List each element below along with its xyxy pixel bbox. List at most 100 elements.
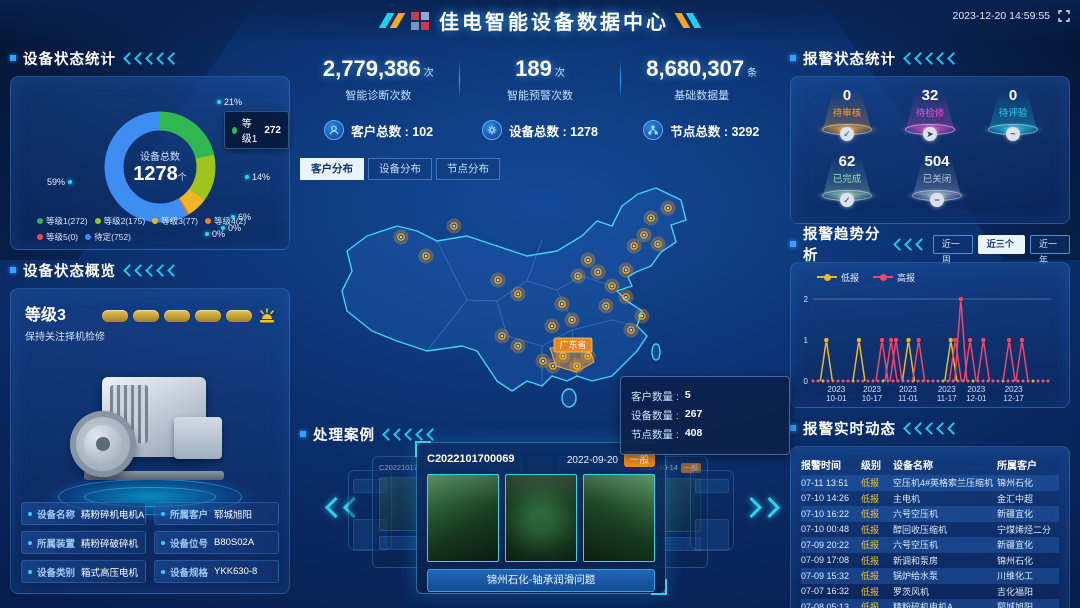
customer-icon <box>324 120 345 140</box>
table-cell: 川维化工 <box>997 571 1034 582</box>
svg-text:10-01: 10-01 <box>826 394 847 403</box>
table-row[interactable]: 07-08 05:13 低报 精粉碎机电机A 郓城旭阳 <box>801 599 1059 608</box>
datetime: 2023-12-20 14:59:55 <box>952 10 1051 22</box>
table-row[interactable]: 07-10 14:26 低报 主电机 金汇中超 <box>801 491 1059 507</box>
trend-range-近一周[interactable]: 近一周 <box>932 234 973 265</box>
carousel-next-button[interactable] <box>740 496 781 519</box>
table-cell: 空压机4#英格索兰压缩机 <box>893 478 994 489</box>
panel-title: 设备状态概览 <box>23 263 116 280</box>
svg-text:10-17: 10-17 <box>862 394 883 403</box>
table-row[interactable]: 07-11 13:51 低报 空压机4#英格索兰压缩机 锦州石化 <box>801 475 1059 491</box>
title-chevrons-icon <box>123 263 180 277</box>
table-cell: 锅炉给水泵 <box>893 571 939 582</box>
donut-legend: 等级1(272) 等级2(175) 等级3(77) 等级4(2) 等级5(0) 待定(75… <box>37 215 275 243</box>
center-column: 2,779,386 次智能诊断次数 189 次智能预警次数 8,680,307 条基础数据… <box>298 46 790 602</box>
case-card-far-right[interactable] <box>690 470 734 551</box>
device-field: 设备位号 B80S02A <box>154 531 279 554</box>
header-slash-decoration-left <box>378 13 406 28</box>
map-tab-设备分布[interactable]: 设备分布 <box>368 158 432 180</box>
trend-range-近一年[interactable]: 近一年 <box>1030 234 1070 265</box>
alarm-stat-label: 已完成 <box>832 174 862 185</box>
donut-center: 设备总数 1278个 <box>115 148 205 186</box>
tooltip-name: 等级1 <box>241 119 258 145</box>
table-cell: 醇回收压缩机 <box>893 524 948 535</box>
alarm-stat-value: 62 <box>838 153 856 170</box>
table-cell: 07-10 00:48 <box>801 524 850 535</box>
fullscreen-icon[interactable] <box>1058 10 1070 22</box>
glow-platform: − <box>905 188 969 207</box>
device-fields: 设备名称 精粉碎机电机A 所属客户 郓城旭阳 所属装置 精粉碎破碎机 设备位号 B80S02A… <box>21 502 279 583</box>
table-cell: 低报 <box>861 571 880 582</box>
gauge-segment <box>102 310 128 322</box>
case-photo[interactable] <box>583 474 655 562</box>
table-cell: 吉化福阳 <box>997 586 1034 597</box>
title-bullet-icon <box>790 425 796 431</box>
province-label: 广东省 <box>553 337 593 353</box>
table-row[interactable]: 07-09 17:08 低报 新调和泵房 锦州石化 <box>801 553 1059 569</box>
svg-text:12-17: 12-17 <box>1003 394 1024 403</box>
svg-text:11-01: 11-01 <box>898 394 918 403</box>
right-column: 报警状态统计 0 待审核 ✓ 32 待检修 ➤ 0 待评验 ~ 62 已完成 ✓ 504 已关闭 − 报警… <box>790 46 1070 608</box>
svg-text:1: 1 <box>804 336 809 345</box>
glow-platform: ✓ <box>815 188 879 207</box>
table-cell: 低报 <box>861 586 880 597</box>
kpi-stat: 8,680,307 条基础数据量 <box>646 56 758 102</box>
panel-title: 处理案例 <box>313 427 375 444</box>
svg-text:2023: 2023 <box>899 385 917 394</box>
china-map[interactable]: 广东省 客户数量 :5 设备数量 :267 节点数量 :408 <box>326 180 790 455</box>
legend-item: 等级2(175) <box>94 215 145 227</box>
header-slash-decoration-right <box>674 13 702 28</box>
table-row[interactable]: 07-09 20:22 低报 六号空压机 新疆宜化 <box>801 537 1059 553</box>
title-chevrons-icon <box>123 51 180 65</box>
kpi-stat: 189 次智能预警次数 <box>507 56 573 102</box>
china-map-svg: 广东省 <box>341 187 687 408</box>
title-bullet-icon <box>10 267 16 273</box>
alarm-trend-panel: 低报 高报 0 1 2 2023 10-01 2023 10-17 2023 11-01 2023 1… <box>790 262 1070 408</box>
tooltip-row: 节点数量 :408 <box>631 427 703 441</box>
donut-center-label: 设备总数 <box>140 152 180 163</box>
device-field: 设备类别 箱式高压电机 <box>21 560 146 583</box>
title-chevrons-icon <box>892 237 928 251</box>
table-cell: 07-09 15:32 <box>801 570 850 581</box>
table-cell: 金汇中超 <box>997 493 1034 504</box>
column-header: 报警时间 <box>801 460 841 472</box>
table-cell: 宁煤烯烃二分 <box>997 524 1052 535</box>
panel-title: 报警趋势分析 <box>803 227 881 264</box>
map-tab-客户分布[interactable]: 客户分布 <box>300 158 364 180</box>
device-level: 等级3 <box>25 307 66 324</box>
check-icon: ✓ <box>840 127 854 141</box>
alarm-stat-待检修: 32 待检修 ➤ <box>890 87 970 149</box>
alarm-stat-已关闭: 504 已关闭 − <box>897 153 977 215</box>
case-card-main[interactable]: C2022101700069 2022-09-20 一般 锦州石化-轴承润滑问题 <box>415 441 667 595</box>
header: 佳电智能设备数据中心 2023-12-20 14:59:55 <box>0 0 1080 40</box>
table-cell: 新调和泵房 <box>893 555 939 566</box>
table-row[interactable]: 07-07 16:32 低报 罗茨风机 吉化福阳 <box>801 584 1059 600</box>
case-photo[interactable] <box>427 474 499 562</box>
device-field: 设备规格 YKK630-8 <box>154 560 279 583</box>
table-row[interactable]: 07-10 16:22 低报 六号空压机 新疆宜化 <box>801 506 1059 522</box>
legend-item: 待定(752) <box>85 231 131 243</box>
column-header: 级别 <box>861 460 881 472</box>
glow-platform: ➤ <box>898 122 962 141</box>
percent-label: 21% <box>217 97 242 107</box>
map-tab-节点分布[interactable]: 节点分布 <box>436 158 500 180</box>
percent-label: 0% <box>205 229 225 239</box>
table-header-row: 报警时间 级别 设备名称 所属客户 <box>801 453 1059 475</box>
case-severity-badge: 一般 <box>623 451 655 467</box>
alarm-stat-label: 已关闭 <box>922 174 952 185</box>
tooltip-dot-icon <box>232 126 237 134</box>
case-photo[interactable] <box>505 474 577 562</box>
glow-platform: ✓ <box>815 122 879 141</box>
svg-text:2: 2 <box>804 295 809 304</box>
total-stat: 客户总数 : 102 <box>298 120 459 140</box>
table-cell: 低报 <box>861 478 880 489</box>
panel-title: 报警实时动态 <box>803 421 896 438</box>
table-row[interactable]: 07-10 00:48 低报 醇回收压缩机 宁煤烯烃二分 <box>801 522 1059 538</box>
table-cell: 六号空压机 <box>893 540 939 551</box>
closed-icon: − <box>930 193 944 207</box>
svg-text:11-17: 11-17 <box>937 394 957 403</box>
trend-range-近三个月[interactable]: 近三个月 <box>977 234 1026 265</box>
device-status-panel: 设备总数 1278个 等级1 272 21% 14% 6% 0% 0% 59% 等级1(2… <box>10 76 290 250</box>
table-row[interactable]: 07-09 15:32 低报 锅炉给水泵 川维化工 <box>801 568 1059 584</box>
table-cell: 低报 <box>861 540 880 551</box>
